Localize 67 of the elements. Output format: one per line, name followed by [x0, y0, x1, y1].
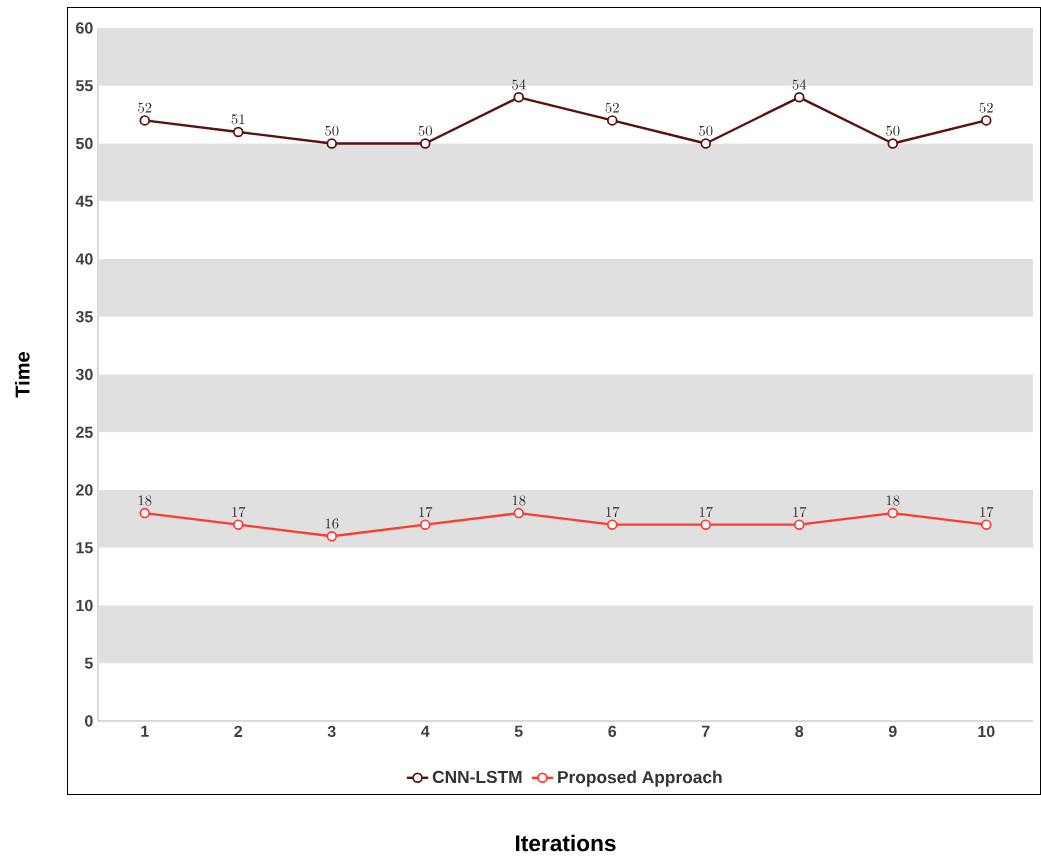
- x-tick-label: 7: [702, 725, 710, 737]
- x-tick-label: 2: [234, 725, 243, 737]
- data-label: 50: [886, 125, 900, 136]
- y-tick-label: 45: [75, 195, 93, 207]
- point: [419, 138, 431, 149]
- y-axis-title: Time: [14, 352, 30, 398]
- point: [326, 138, 338, 149]
- data-label: 17: [793, 506, 807, 517]
- x-tick-label: 3: [327, 725, 336, 738]
- data-label: 18: [886, 495, 900, 506]
- point: [980, 519, 992, 530]
- x-tick-label: 9: [888, 725, 897, 738]
- data-label: 50: [418, 125, 432, 136]
- point: [887, 507, 899, 519]
- data-label: 52: [605, 102, 619, 113]
- point: [419, 519, 431, 530]
- x-tick-label: 6: [608, 725, 617, 738]
- point: [793, 92, 805, 103]
- point: [232, 126, 244, 138]
- point: [513, 92, 525, 103]
- data-label: 17: [419, 506, 433, 517]
- data-label: 17: [232, 506, 246, 517]
- legend-label: CNN-LSTM: [432, 770, 522, 784]
- point: [700, 519, 712, 530]
- data-label: 18: [138, 495, 152, 506]
- data-label: 50: [699, 125, 713, 136]
- y-tick-label: 5: [84, 657, 93, 669]
- point: [232, 519, 244, 530]
- point: [326, 530, 338, 542]
- y-tick-label: 10: [76, 599, 93, 612]
- data-label: 18: [512, 495, 526, 506]
- data-label: 17: [699, 506, 713, 517]
- x-tick-label: 1: [141, 725, 149, 737]
- point: [606, 519, 618, 530]
- point: [139, 115, 151, 126]
- data-label: 51: [231, 114, 245, 125]
- data-label: 50: [325, 125, 339, 136]
- data-label: 52: [979, 102, 993, 113]
- data-label: 52: [138, 102, 152, 113]
- legend-label: Proposed Approach: [558, 770, 722, 787]
- data-label: 17: [980, 506, 994, 517]
- x-tick-label: 5: [514, 725, 523, 737]
- point: [606, 115, 618, 126]
- y-tick-label: 25: [76, 426, 93, 438]
- x-tick-label: 10: [978, 725, 995, 738]
- y-tick-label: 55: [76, 80, 93, 92]
- x-tick-label: 4: [421, 725, 430, 737]
- y-tick-label: 20: [76, 484, 93, 496]
- x-axis-title: Iterations: [516, 834, 616, 852]
- y-tick-label: 50: [76, 137, 93, 150]
- point: [887, 138, 899, 149]
- point: [793, 519, 805, 530]
- data-label: 54: [792, 79, 807, 90]
- y-tick-label: 30: [75, 368, 93, 381]
- point: [700, 138, 712, 149]
- y-tick-label: 0: [85, 715, 93, 727]
- y-tick-label: 15: [76, 542, 93, 554]
- x-tick-label: 8: [795, 725, 804, 738]
- data-label: 16: [325, 518, 339, 529]
- y-tick-label: 35: [75, 311, 93, 323]
- y-tick-label: 60: [76, 22, 93, 34]
- point: [139, 507, 151, 519]
- point: [513, 507, 525, 519]
- y-tick-label: 40: [75, 253, 93, 265]
- data-label: 17: [606, 506, 620, 517]
- point: [980, 115, 992, 126]
- data-label: 54: [512, 79, 526, 90]
